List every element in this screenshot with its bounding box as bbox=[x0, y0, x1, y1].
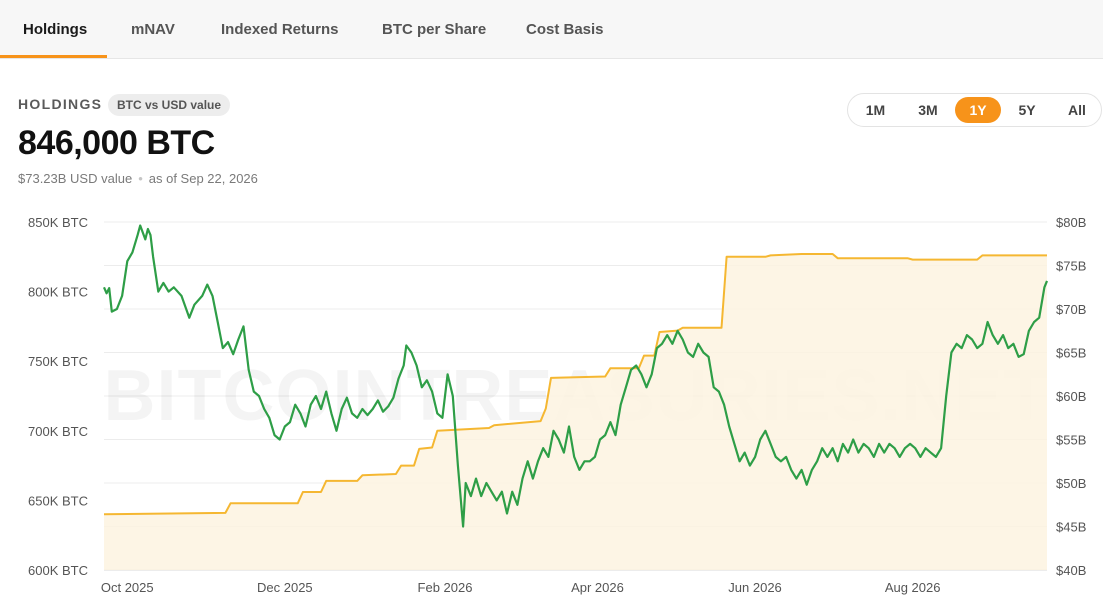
left-axis-tick-label: 600K BTC bbox=[28, 563, 88, 578]
chart-mode-badge: BTC vs USD value bbox=[108, 94, 231, 116]
left-axis-ticks: 850K BTC 800K BTC 750K BTC 700K BTC 650K BTC… bbox=[28, 215, 88, 578]
btc-holdings-line bbox=[103, 253, 1047, 516]
right-axis-ticks: $80B $75B $70B $65B $60B $55B $50B $45B $40B bbox=[1056, 215, 1086, 578]
x-axis-tick-label: Aug 2026 bbox=[885, 580, 941, 595]
time-range-selector: 1M 3M 1Y 5Y All bbox=[847, 93, 1102, 127]
left-axis-tick-label: 750K BTC bbox=[28, 354, 88, 369]
right-axis-tick-label: $70B bbox=[1056, 302, 1086, 317]
usd-value-line bbox=[102, 224, 1049, 528]
left-axis-tick-label: 650K BTC bbox=[28, 493, 88, 508]
range-button-all[interactable]: All bbox=[1068, 102, 1086, 118]
btc-holdings-area bbox=[104, 254, 1047, 570]
right-axis-tick-label: $65B bbox=[1056, 346, 1086, 361]
range-button-1m[interactable]: 1M bbox=[865, 102, 886, 118]
x-axis-tick-label: Feb 2026 bbox=[418, 580, 473, 595]
usd-value-text: $73.23B USD value bbox=[18, 171, 133, 186]
tab-btc-per-share[interactable]: BTC per Share bbox=[382, 21, 487, 38]
x-axis-tick-label: Jun 2026 bbox=[728, 580, 782, 595]
left-axis-tick-label: 800K BTC bbox=[28, 285, 88, 300]
x-axis-tick-label: Oct 2025 bbox=[101, 580, 154, 595]
tab-mnav[interactable]: mNAV bbox=[131, 21, 175, 38]
right-axis-tick-label: $45B bbox=[1056, 520, 1086, 535]
active-tab-indicator bbox=[0, 55, 107, 58]
x-axis-ticks: Oct 2025 Dec 2025 Feb 2026 Apr 2026 Jun 2026… bbox=[101, 580, 941, 595]
holdings-subline: $73.23B USD value • as of Sep 22, 2026 bbox=[18, 171, 258, 186]
tab-bar: Holdings mNAV Indexed Returns BTC per Sh… bbox=[0, 0, 1103, 59]
tab-holdings[interactable]: Holdings bbox=[23, 21, 88, 38]
chart-gridlines bbox=[104, 221, 1047, 571]
x-axis-tick-label: Dec 2025 bbox=[257, 580, 313, 595]
tab-cost-basis[interactable]: Cost Basis bbox=[526, 21, 604, 38]
right-axis-tick-label: $60B bbox=[1056, 389, 1086, 404]
right-axis-tick-label: $55B bbox=[1056, 433, 1086, 448]
separator-dot: • bbox=[138, 171, 143, 186]
as-of-date: as of Sep 22, 2026 bbox=[148, 171, 258, 186]
right-axis-tick-label: $75B bbox=[1056, 259, 1086, 274]
range-button-1y[interactable]: 1Y bbox=[955, 97, 1001, 123]
right-axis-tick-label: $40B bbox=[1056, 563, 1086, 578]
right-axis-tick-label: $80B bbox=[1056, 215, 1086, 230]
range-button-3m[interactable]: 3M bbox=[918, 102, 938, 118]
left-axis-tick-label: 700K BTC bbox=[28, 424, 88, 439]
holdings-headline: 846,000 BTC bbox=[18, 124, 215, 162]
x-axis-tick-label: Apr 2026 bbox=[571, 580, 624, 595]
tab-indexed-returns[interactable]: Indexed Returns bbox=[221, 21, 339, 38]
range-button-5y[interactable]: 5Y bbox=[1018, 102, 1036, 118]
left-axis-tick-label: 850K BTC bbox=[28, 215, 88, 230]
right-axis-tick-label: $50B bbox=[1056, 476, 1086, 491]
section-label: HOLDINGS bbox=[18, 96, 103, 112]
watermark-text: BITCOINTREASURIES.NET bbox=[103, 356, 1048, 436]
